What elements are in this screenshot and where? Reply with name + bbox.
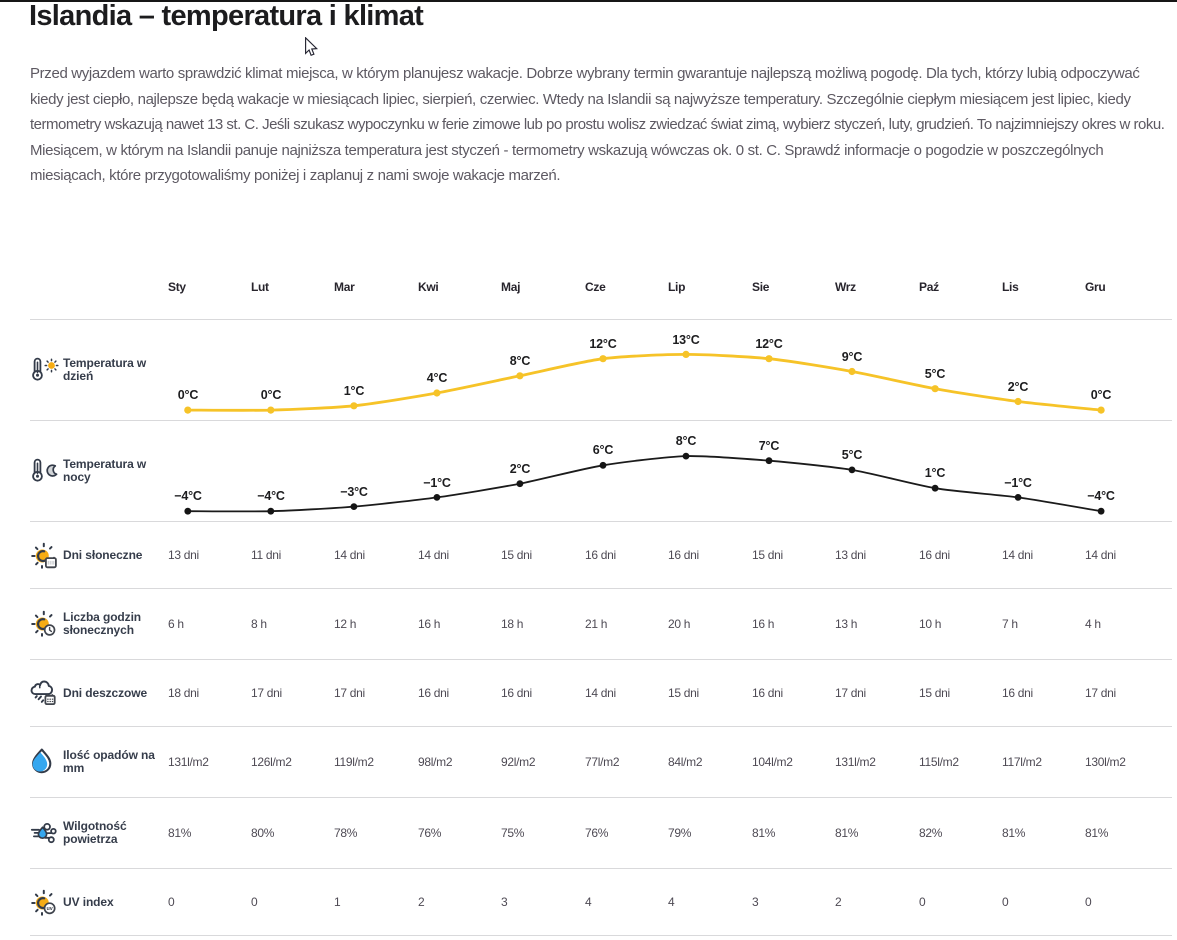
svg-text:uv: uv	[46, 906, 52, 912]
